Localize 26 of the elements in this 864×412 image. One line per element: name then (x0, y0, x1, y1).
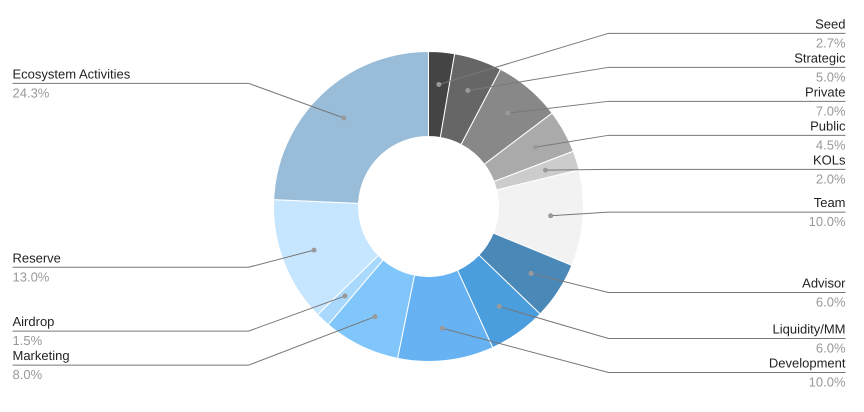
data-label: 7.0% (816, 103, 846, 118)
slice-label: Seed (815, 16, 846, 32)
slice-label: Strategic (794, 50, 846, 66)
data-label: 10.0% (808, 214, 846, 230)
data-label: 6.0% (816, 294, 846, 310)
data-label: 10.0% (808, 374, 846, 390)
slice-label: Marketing (12, 348, 70, 364)
slice-label: Ecosystem Activities (12, 66, 131, 82)
data-label: 5.0% (816, 69, 846, 84)
slice-label: Airdrop (12, 314, 54, 330)
slice-label: Development (768, 356, 846, 370)
slice-label: KOLs (812, 152, 846, 168)
data-label: 6.0% (816, 340, 846, 356)
data-label: 24.3% (12, 85, 50, 100)
data-label: 1.5% (12, 333, 43, 348)
data-label: 8.0% (12, 367, 43, 382)
slice-label: Liquidity/MM (772, 322, 846, 336)
data-label: 4.5% (816, 137, 846, 152)
data-label: 13.0% (12, 269, 50, 284)
data-label: 2.0% (816, 171, 846, 186)
slice-label: Reserve (12, 250, 61, 266)
data-label: 2.7% (816, 35, 846, 50)
slice-label: Team (814, 195, 846, 210)
slice-label: Public (810, 118, 846, 134)
slice-label: Advisor (802, 275, 846, 290)
slice-label: Private (805, 84, 846, 100)
